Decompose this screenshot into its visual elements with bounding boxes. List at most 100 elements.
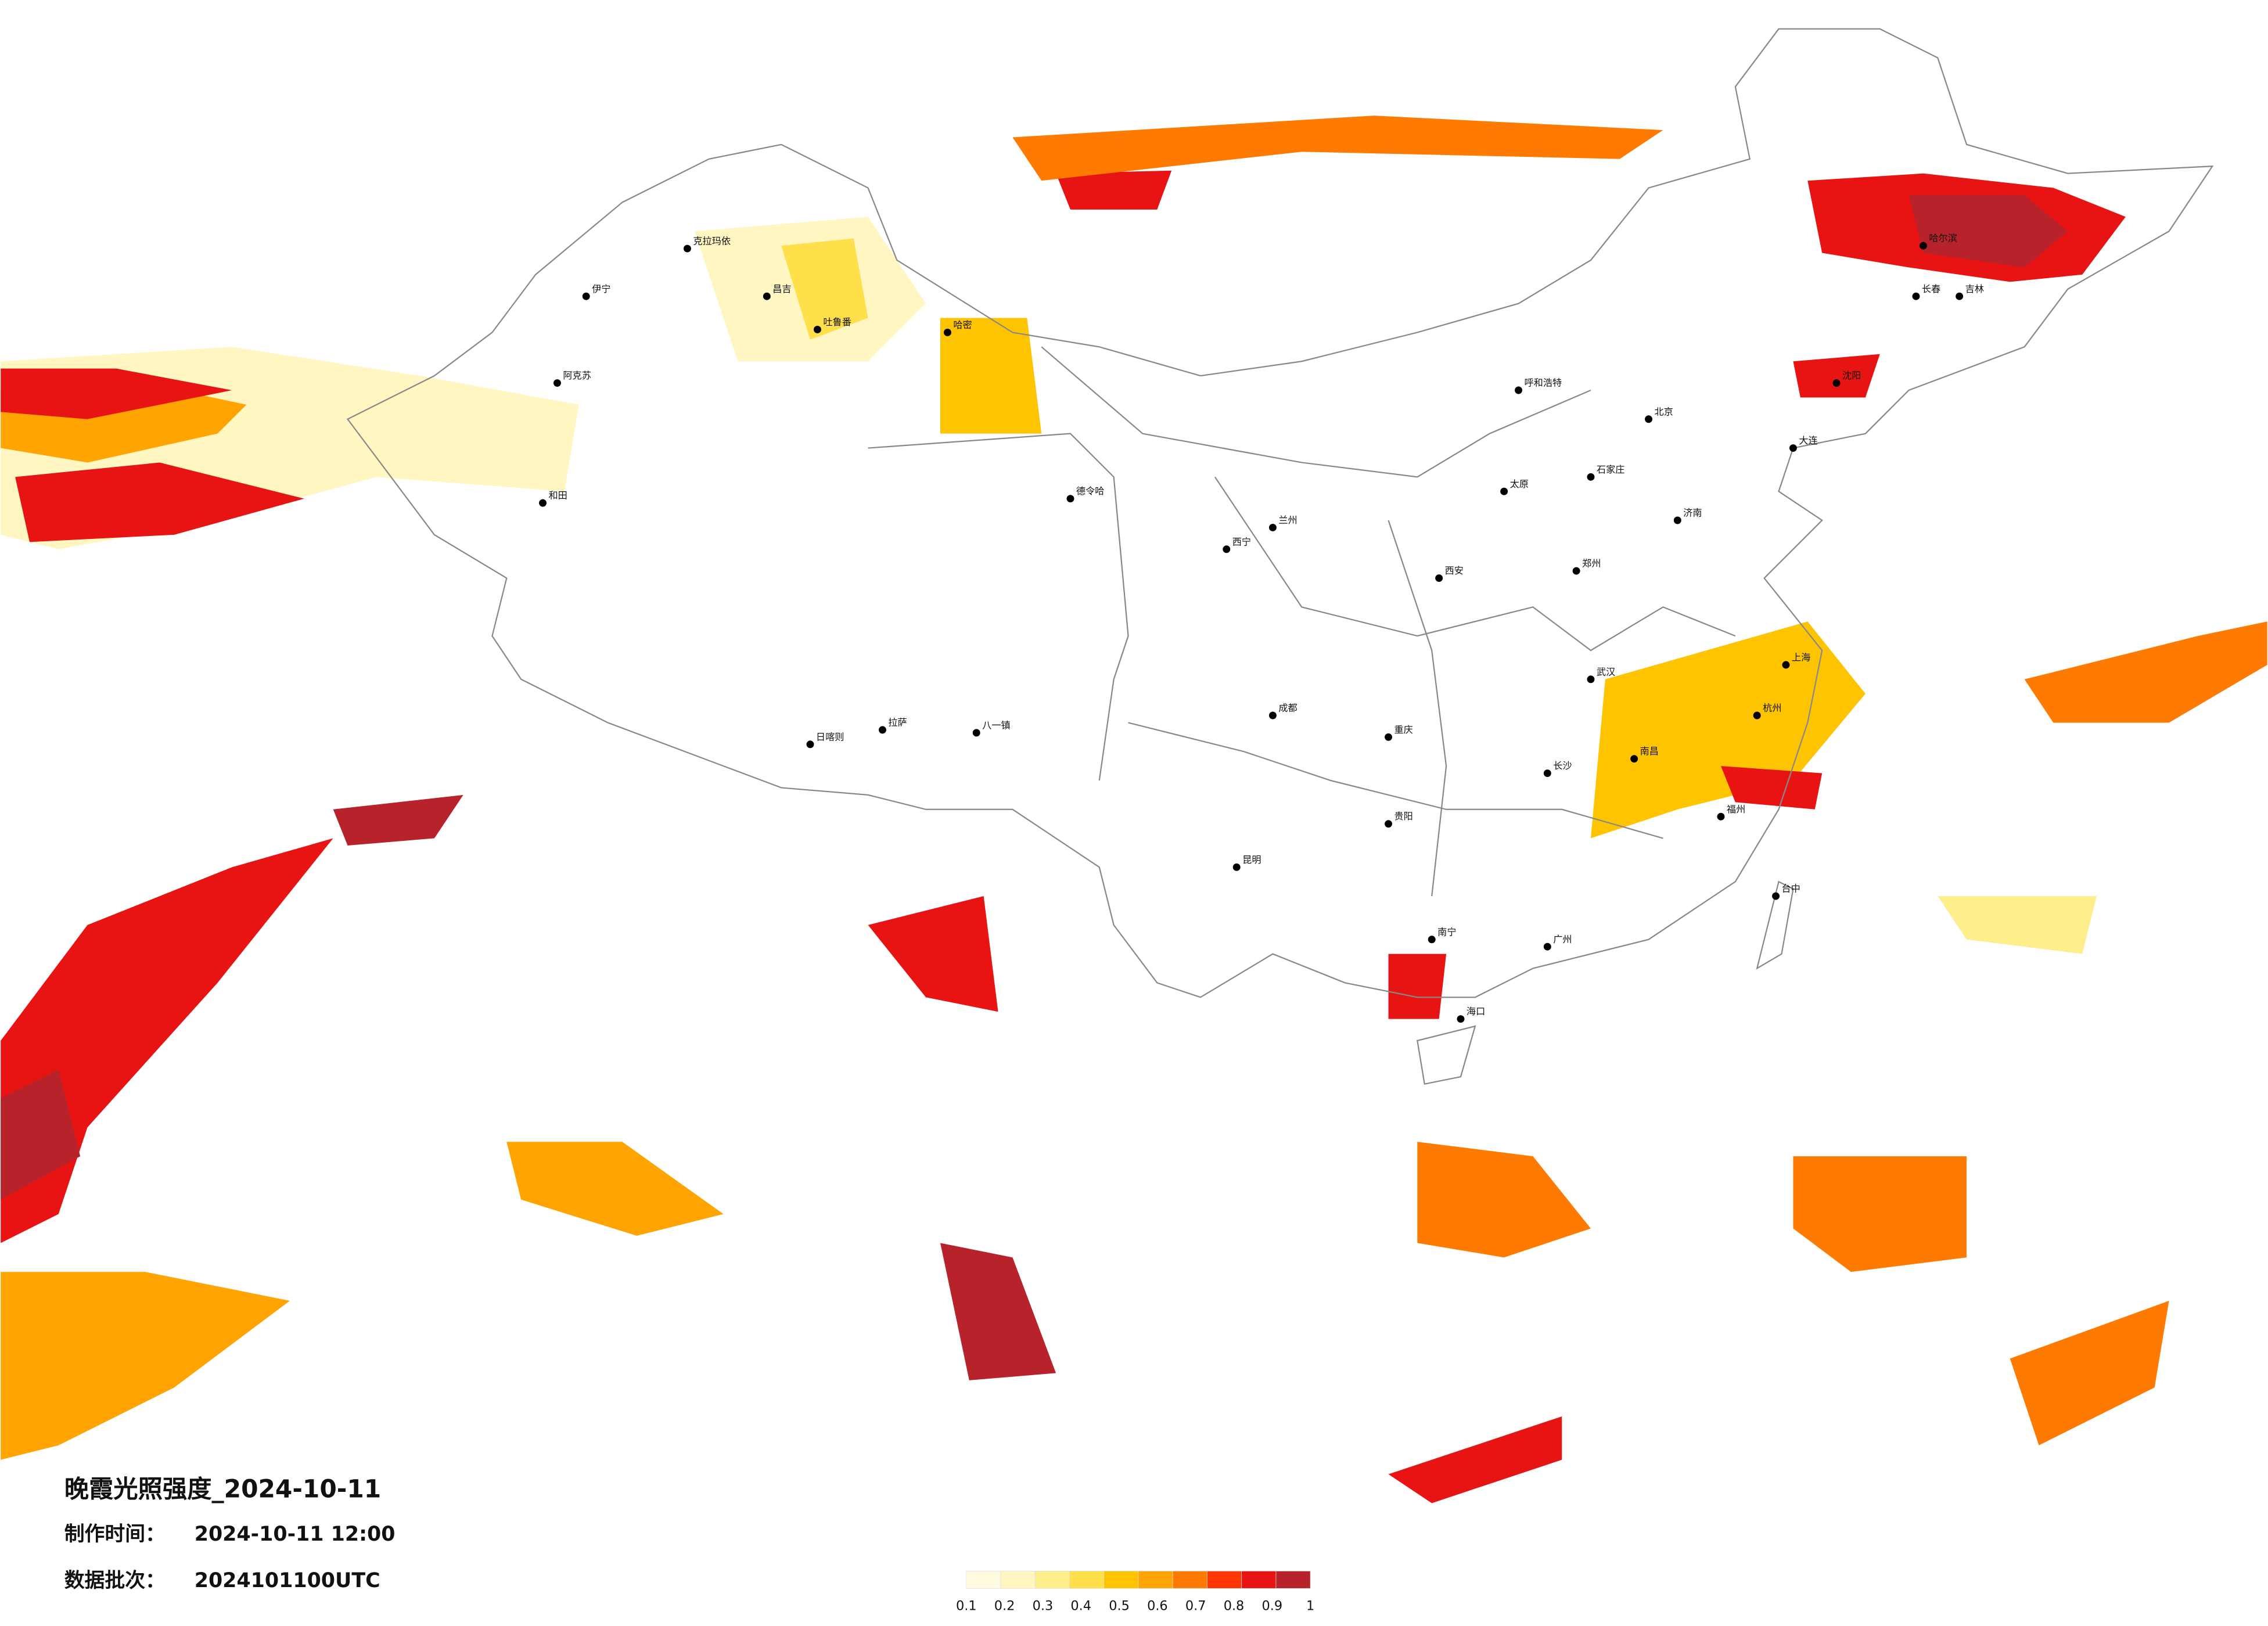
region: [1012, 116, 1663, 181]
colorbar-swatch: [966, 1571, 1001, 1589]
city-label: 呼和浩特: [1525, 377, 1562, 388]
city-label: 兰州: [1278, 515, 1297, 526]
city-dot: [1919, 242, 1927, 250]
city-dot: [1385, 820, 1393, 828]
city-dot: [1066, 495, 1074, 503]
country-border: [346, 28, 2214, 998]
region: [1720, 766, 1823, 810]
colorbar-tick-label: 0.7: [1185, 1599, 1206, 1614]
city-label: 上海: [1792, 652, 1810, 663]
city-label: 成都: [1278, 703, 1297, 714]
province-border: [1388, 520, 1447, 897]
region: [1388, 1416, 1562, 1503]
city-label: 长春: [1922, 283, 1940, 294]
region: [1388, 954, 1447, 1019]
province-border: [1128, 722, 1663, 839]
city-label: 贵阳: [1394, 811, 1413, 822]
city-dot: [1956, 292, 1964, 300]
city-dot: [1543, 942, 1551, 951]
region: [1, 1069, 81, 1200]
city-dot: [943, 328, 951, 336]
region: [1793, 354, 1880, 398]
colorbar-tick-label: 0.1: [956, 1599, 977, 1614]
province-border: [868, 433, 1129, 781]
city-dot: [1428, 936, 1436, 944]
city-label: 北京: [1655, 406, 1673, 417]
region: [1938, 896, 2097, 954]
city-dot: [1500, 487, 1508, 495]
city-label: 沈阳: [1842, 370, 1861, 381]
city-dot: [582, 292, 590, 300]
region: [1056, 170, 1172, 210]
city-label: 重庆: [1394, 724, 1413, 735]
region: [781, 238, 868, 340]
region: [1793, 1156, 1967, 1272]
colorbar-swatch: [1172, 1571, 1207, 1589]
city-label: 西安: [1445, 565, 1464, 576]
colorbar-tick-label: 0.6: [1147, 1599, 1168, 1614]
city-label: 伊宁: [592, 283, 610, 294]
city-dot: [539, 499, 547, 507]
city-label: 哈密: [953, 319, 972, 330]
city-dot: [972, 729, 980, 737]
info-label: 制作时间：: [64, 1523, 166, 1546]
city-dot: [1587, 675, 1595, 684]
city-label: 广州: [1553, 934, 1572, 945]
city-dot: [1832, 379, 1841, 387]
city-label: 南宁: [1437, 926, 1456, 937]
city-label: 长沙: [1553, 760, 1572, 771]
city-label: 八一镇: [982, 720, 1010, 731]
colorbar-swatch: [1138, 1571, 1173, 1589]
region: [1, 368, 232, 419]
city-label: 台中: [1782, 883, 1800, 894]
city-label: 福州: [1727, 804, 1745, 815]
info-label: 数据批次：: [64, 1569, 166, 1592]
region: [1908, 195, 2068, 268]
city-dot: [1912, 292, 1920, 300]
city-dot: [1268, 711, 1277, 720]
colorbar-tick-label: 0.9: [1262, 1599, 1283, 1614]
region: [2010, 1301, 2169, 1445]
colorbar-tick-label: 0.4: [1070, 1599, 1091, 1614]
city-dot: [1232, 863, 1241, 871]
city-label: 吉林: [1965, 283, 1984, 294]
city-dot: [1572, 567, 1580, 575]
region: [1417, 1142, 1591, 1258]
city-dot: [1435, 574, 1443, 582]
city-dot: [806, 740, 814, 749]
city-dot: [683, 244, 691, 253]
borders: [346, 28, 2214, 1085]
info-value: 2024-10-11 12:00: [195, 1523, 396, 1546]
city-dot: [553, 379, 561, 387]
city-label: 杭州: [1763, 703, 1781, 714]
region: [1, 1272, 290, 1460]
city-dot: [1630, 755, 1638, 763]
city-dot: [1268, 523, 1277, 531]
city-dot: [878, 726, 886, 734]
info-value: 2024101100UTC: [195, 1569, 380, 1592]
region: [868, 896, 998, 1012]
colorbar-swatch: [1069, 1571, 1105, 1589]
region: [940, 1243, 1056, 1380]
intensity-field: [1, 116, 2267, 1503]
colorbar-tick-label: 1: [1306, 1599, 1314, 1614]
colorbar-tick-label: 0.5: [1109, 1599, 1130, 1614]
region: [2024, 621, 2267, 723]
city-dot: [1543, 769, 1551, 778]
region: [333, 794, 463, 846]
city-dot: [813, 325, 821, 333]
city-dot: [1789, 444, 1797, 452]
city-dot: [1717, 812, 1725, 821]
city-dot: [1782, 661, 1790, 669]
city-label: 哈尔滨: [1929, 233, 1957, 244]
city-label: 太原: [1510, 479, 1529, 490]
city-label: 和田: [549, 490, 567, 501]
city-dot: [1385, 733, 1393, 741]
city-dot: [1223, 545, 1231, 553]
city-dot: [763, 292, 771, 300]
colorbar-swatch: [1207, 1571, 1242, 1589]
city-label: 郑州: [1582, 558, 1601, 569]
colorbar-swatch: [1000, 1571, 1036, 1589]
